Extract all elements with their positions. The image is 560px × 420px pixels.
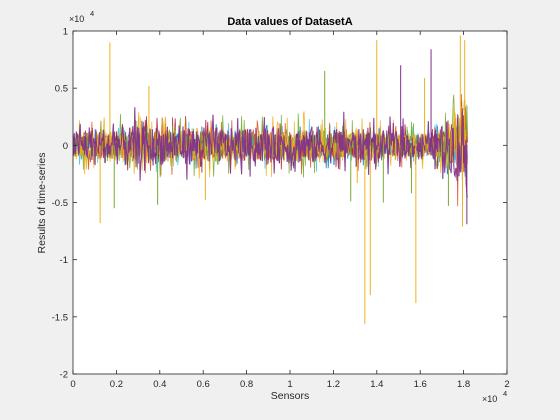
spike-layer xyxy=(99,35,468,324)
chart-title: Data values of DatasetA xyxy=(227,16,352,28)
y-exponent-power: 4 xyxy=(90,9,94,18)
x-ticks: 0 0.2 0.4 0.6 0.8 1 1.2 1.4 1.6 1.8 2 xyxy=(70,31,510,390)
y-tick-label: -1.5 xyxy=(52,312,68,323)
y-axis-label: Results of time-series xyxy=(36,153,48,254)
x-exponent-base: ×10 xyxy=(482,394,497,404)
x-tick-label: 0 xyxy=(70,379,75,390)
x-exponent-label: ×10 4 xyxy=(482,389,507,404)
x-tick-label: 0.2 xyxy=(110,379,123,390)
x-tick-label: 0.8 xyxy=(240,379,253,390)
x-tick-label: 0.6 xyxy=(197,379,210,390)
x-tick-label: 1.6 xyxy=(414,379,427,390)
x-tick-label: 1 xyxy=(287,379,292,390)
y-tick-label: 0 xyxy=(63,141,68,152)
x-tick-label: 1.4 xyxy=(370,379,383,390)
y-exponent-base: ×10 xyxy=(69,14,84,24)
x-tick-label: 1.8 xyxy=(457,379,470,390)
x-tick-label: 0.4 xyxy=(153,379,166,390)
y-tick-label: -1 xyxy=(60,255,68,266)
x-exponent-power: 4 xyxy=(503,389,507,398)
y-tick-label: -2 xyxy=(60,370,68,381)
x-tick-label: 2 xyxy=(504,379,509,390)
x-axis-label: Sensors xyxy=(271,390,310,402)
y-tick-label: 1 xyxy=(63,27,68,38)
y-ticks: -2 -1.5 -1 -0.5 0 0.5 1 xyxy=(52,27,507,381)
y-exponent-label: ×10 4 xyxy=(69,9,94,24)
axes-background xyxy=(73,31,507,374)
x-tick-label: 1.2 xyxy=(327,379,340,390)
y-tick-label: 0.5 xyxy=(55,84,68,95)
y-tick-label: -0.5 xyxy=(52,198,68,209)
series-line xyxy=(72,107,469,198)
series-layer xyxy=(72,94,469,207)
